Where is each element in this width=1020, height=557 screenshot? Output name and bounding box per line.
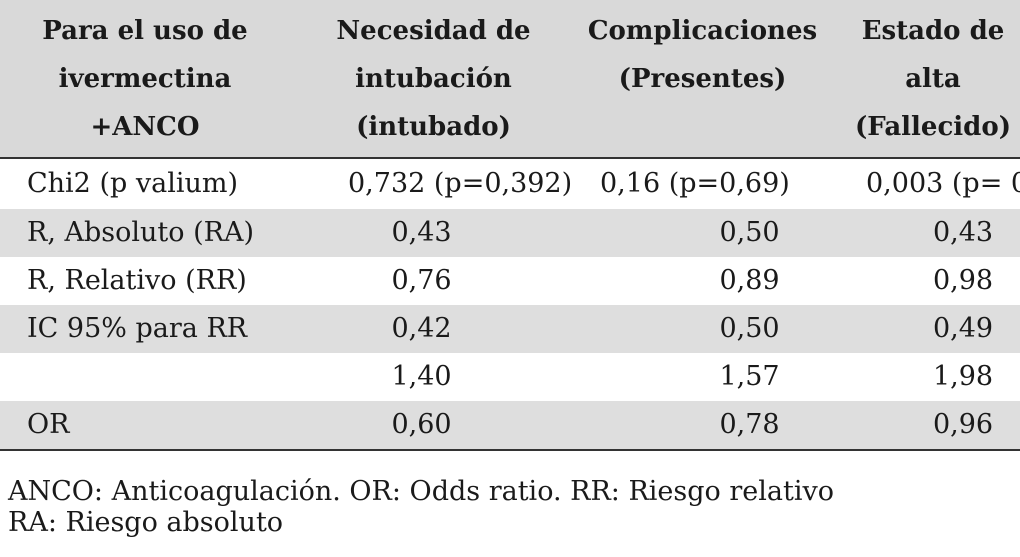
cell-intubacion: 0,76 — [391, 265, 452, 296]
header-uso-ivermectina: Para el uso de ivermectina +ANCO — [0, 0, 300, 158]
cell-estado-alta: 0,96 — [826, 401, 1020, 450]
table-header-row: Para el uso de ivermectina +ANCO Necesid… — [0, 0, 1020, 158]
table-row: OR 0,60 0,78 0,96 — [0, 401, 1020, 450]
cell-complicaciones: 0,78 — [573, 401, 826, 450]
cell-intubacion: 0,42 — [300, 305, 573, 353]
cell-complicaciones: 0,89 — [719, 265, 780, 296]
table-row: Chi2 (p valium) 0,732 (p=0,392) 0,16 (p=… — [0, 158, 1020, 209]
row-label: OR — [0, 401, 300, 450]
row-label: Chi2 (p valium) — [27, 168, 238, 199]
row-label: IC 95% para RR — [0, 305, 300, 353]
header-estado-alta: Estado de alta (Fallecido) — [826, 0, 1020, 158]
table-row: IC 95% para RR 0,42 0,50 0,49 — [0, 305, 1020, 353]
table-footnote: ANCO: Anticoagulación. OR: Odds ratio. R… — [8, 476, 834, 538]
table-row: R, Relativo (RR) 0,76 0,89 0,98 — [0, 257, 1020, 305]
header-complicaciones: Complicaciones (Presentes) — [573, 0, 826, 158]
row-label: R, Relativo (RR) — [27, 265, 247, 296]
cell-complicaciones: 0,50 — [573, 209, 826, 257]
row-label: R, Absoluto (RA) — [0, 209, 300, 257]
table-row: 1,40 1,57 1,98 — [0, 353, 1020, 401]
cell-complicaciones: 0,50 — [573, 305, 826, 353]
table-row: R, Absoluto (RA) 0,43 0,50 0,43 — [0, 209, 1020, 257]
footnote-line-abbreviations: ANCO: Anticoagulación. OR: Odds ratio. R… — [8, 476, 835, 507]
cell-complicaciones: 0,16 (p=0,69) — [600, 168, 790, 199]
cell-intubacion: 0,60 — [300, 401, 573, 450]
results-table-container: Para el uso de ivermectina +ANCO Necesid… — [0, 0, 1020, 450]
results-table: Para el uso de ivermectina +ANCO Necesid… — [0, 0, 1020, 450]
row-label — [0, 353, 300, 401]
cell-intubacion: 1,40 — [391, 361, 452, 392]
cell-estado-alta: 0,49 — [826, 305, 1020, 353]
footnote-line-ra: RA: Riesgo absoluto — [8, 507, 284, 538]
cell-estado-alta: 0,003 (p= 0 — [866, 168, 1020, 199]
header-necesidad-intubacion: Necesidad de intubación (intubado) — [300, 0, 573, 158]
cell-intubacion: 0,732 (p=0,392) — [348, 168, 573, 199]
cell-complicaciones: 1,57 — [719, 361, 780, 392]
cell-estado-alta: 1,98 — [932, 361, 994, 392]
cell-estado-alta: 0,98 — [932, 265, 994, 296]
cell-intubacion: 0,43 — [300, 209, 573, 257]
cell-estado-alta: 0,43 — [826, 209, 1020, 257]
